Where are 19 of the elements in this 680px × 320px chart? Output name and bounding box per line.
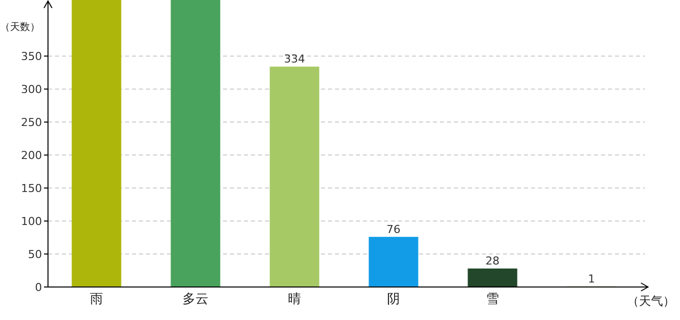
y-axis-title: （天数） xyxy=(0,22,40,33)
x-tick-label: 雨 xyxy=(90,292,103,307)
y-tick-label: 50 xyxy=(28,248,42,262)
y-tick-label: 350 xyxy=(21,50,42,64)
x-tick-label: 阴 xyxy=(387,292,400,307)
x-tick-label: 雪 xyxy=(486,292,499,307)
y-tick-label: 150 xyxy=(21,182,42,196)
data-label: 334 xyxy=(284,52,305,66)
x-axis-title: （天气） xyxy=(627,294,675,308)
y-tick-label: 100 xyxy=(21,215,42,228)
x-tick-label: 多云 xyxy=(182,292,208,307)
y-tick-label: 300 xyxy=(21,83,42,96)
x-tick-label: 晴 xyxy=(288,292,301,307)
data-label: 28 xyxy=(486,254,500,268)
y-tick-label: 200 xyxy=(21,149,42,162)
y-tick-label: 250 xyxy=(21,116,42,130)
data-label: 76 xyxy=(386,222,400,236)
y-tick-label: 0 xyxy=(35,281,42,294)
data-label: 1 xyxy=(588,272,595,286)
